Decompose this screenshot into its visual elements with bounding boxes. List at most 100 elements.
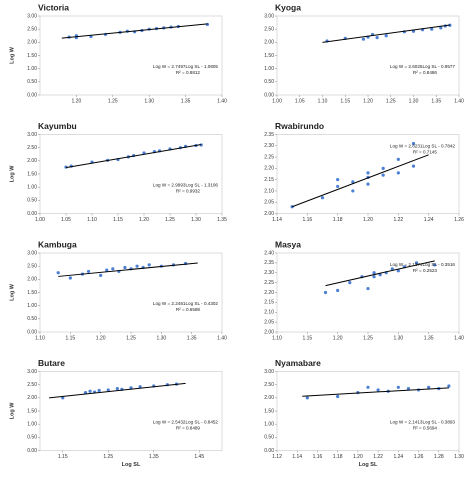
data-point [61, 396, 65, 400]
trendline [65, 144, 202, 169]
x-tick-label: 1.05 [61, 217, 71, 223]
x-tick-label: 1.25 [386, 98, 396, 104]
x-tick-label: 1.05 [295, 98, 305, 104]
y-tick-label: 1.00 [27, 184, 37, 190]
y-tick-label: 2.50 [27, 382, 37, 388]
x-tick-label: 1.40 [217, 335, 227, 341]
data-point [135, 264, 139, 268]
plot-frame [276, 371, 460, 451]
x-tick-label: 1.10 [87, 217, 97, 223]
equation: Log W = 2.5432Log SL - 0.8452 [153, 420, 219, 425]
y-tick-label: 1.00 [264, 421, 274, 427]
equation: Log W = 2.6025Log SL - 0.9577 [390, 64, 456, 69]
y-tick-label: 2.25 [264, 154, 274, 160]
data-point [433, 263, 437, 267]
x-tick-label: 1.12 [272, 454, 282, 460]
x-tick-label: 1.24 [393, 454, 403, 460]
y-tick-label: 2.15 [264, 177, 274, 183]
x-tick-label: 1.25 [165, 217, 175, 223]
y-axis-label: Log W [9, 283, 15, 301]
data-point [427, 385, 431, 389]
y-tick-label: 1.50 [27, 53, 37, 59]
equation: Log W = 2.8231Log SL - 0.7842 [390, 144, 456, 149]
x-tick-label: 1.25 [103, 454, 113, 460]
y-tick-label: 2.20 [264, 290, 274, 296]
x-tick-label: 1.35 [424, 335, 434, 341]
data-point [106, 388, 110, 392]
y-tick-label: 0.50 [264, 435, 274, 441]
y-tick-label: 2.10 [264, 188, 274, 194]
y-tick-label: 0.00 [264, 448, 274, 454]
y-tick-label: 0.00 [27, 92, 37, 98]
y-tick-label: 2.35 [264, 132, 274, 138]
x-tick-label: 1.20 [96, 335, 106, 341]
data-point [366, 385, 370, 389]
panel-title: Kayumbu [38, 121, 77, 131]
y-tick-label: 1.50 [27, 171, 37, 177]
y-tick-label: 1.00 [27, 303, 37, 309]
data-point [439, 26, 443, 30]
y-tick-label: 2.25 [264, 280, 274, 286]
x-tick-label: 1.28 [434, 454, 444, 460]
y-tick-label: 2.00 [27, 395, 37, 401]
y-tick-label: 1.50 [27, 408, 37, 414]
data-point [372, 271, 376, 275]
trendline [58, 262, 198, 277]
x-tick-label: 1.20 [333, 335, 343, 341]
x-tick-label: 1.15 [302, 335, 312, 341]
x-tick-label: 1.15 [113, 217, 123, 223]
y-axis-label: Log W [9, 46, 15, 64]
x-tick-label: 1.30 [191, 217, 201, 223]
y-tick-label: 2.00 [264, 211, 274, 217]
y-tick-label: 2.05 [264, 319, 274, 325]
y-tick-label: 3.00 [27, 13, 37, 19]
y-tick-label: 2.50 [264, 382, 274, 388]
data-point [323, 290, 328, 295]
x-tick-label: 1.30 [156, 335, 166, 341]
y-tick-label: 2.00 [27, 40, 37, 46]
data-point [138, 385, 142, 389]
y-tick-label: 2.10 [264, 310, 274, 316]
x-tick-label: 1.35 [149, 454, 159, 460]
y-tick-label: 1.50 [27, 290, 37, 296]
panel-title: Victoria [38, 2, 69, 12]
plot-frame [39, 15, 223, 96]
y-tick-label: 2.15 [264, 300, 274, 306]
trendline [61, 23, 208, 39]
x-tick-label: 1.22 [373, 454, 383, 460]
x-tick-label: 1.25 [363, 335, 373, 341]
x-axis-label: Log SL [359, 462, 378, 468]
r-squared: R² = 0.5694 [413, 426, 438, 431]
panel-title: Butare [38, 358, 65, 368]
x-tick-label: 1.20 [353, 454, 363, 460]
x-tick-label: 1.10 [272, 335, 282, 341]
data-point [406, 387, 411, 391]
x-tick-label: 1.35 [187, 335, 197, 341]
x-tick-label: 1.35 [181, 98, 191, 104]
data-point [396, 157, 400, 161]
y-tick-label: 3.00 [27, 132, 37, 138]
equation: Log W = 2.2481Log SL - 0.4302 [153, 301, 219, 306]
data-point [411, 164, 416, 168]
data-point [390, 267, 394, 271]
data-point [384, 34, 388, 38]
x-tick-label: 1.14 [292, 454, 302, 460]
data-point [305, 396, 309, 400]
r-squared: R² = 0.8489 [176, 426, 201, 431]
y-tick-label: 1.00 [264, 66, 274, 72]
y-tick-label: 2.30 [264, 270, 274, 276]
panel-title: Nyamabare [275, 358, 321, 368]
x-tick-label: 1.14 [272, 217, 282, 223]
data-point [123, 265, 127, 270]
data-point [348, 281, 352, 285]
y-tick-label: 2.35 [264, 260, 274, 266]
data-point [336, 178, 340, 182]
x-tick-label: 1.20 [363, 98, 373, 104]
y-tick-label: 2.50 [264, 26, 274, 32]
data-point [56, 271, 60, 275]
data-point [430, 27, 434, 31]
y-tick-label: 0.50 [27, 435, 37, 441]
y-tick-label: 0.00 [27, 329, 37, 335]
plot-frame [39, 371, 223, 451]
